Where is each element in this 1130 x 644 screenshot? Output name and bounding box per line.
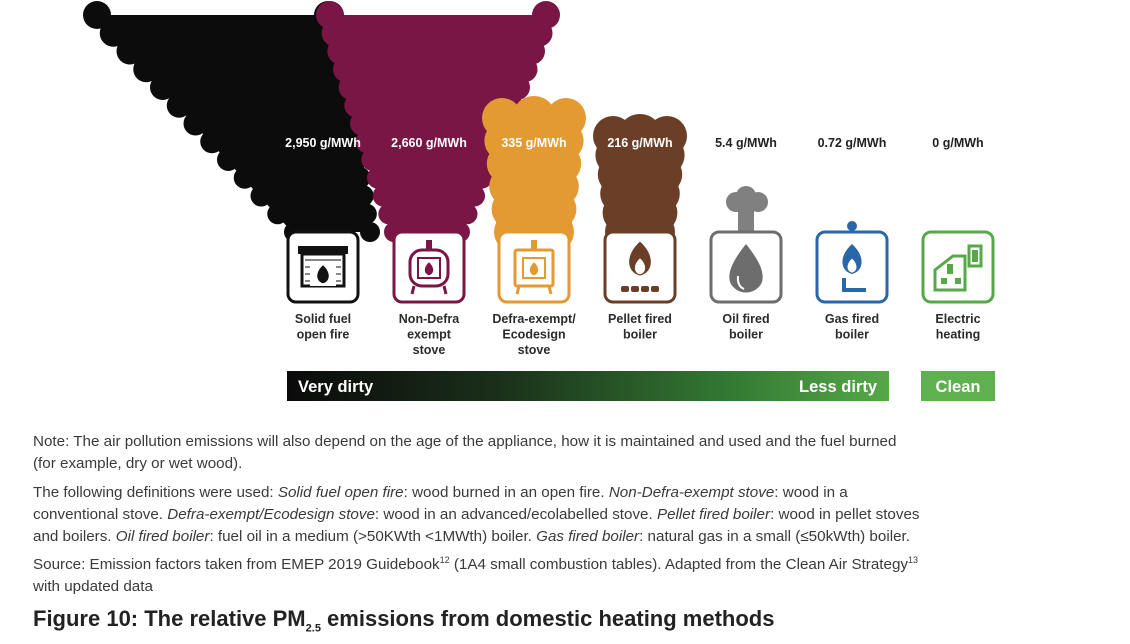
category-label: boiler <box>835 328 869 342</box>
source-text: Source: Emission factors taken from EMEP… <box>33 554 1033 598</box>
smoke-plume <box>726 186 768 232</box>
dirtiness-scale: Very dirty Less dirty Clean <box>287 371 995 401</box>
definition-term: Oil fired boiler <box>115 528 210 545</box>
definition-term: Gas fired boiler <box>536 528 640 545</box>
value-label: 0.72 g/MWh <box>818 136 887 150</box>
emissions-chart: 2,950 g/MWh 2,660 g/MWh 335 g/MWh 216 g/MWh… <box>83 1 995 401</box>
value-label: 5.4 g/MWh <box>715 136 777 150</box>
smoke-plume <box>482 96 586 254</box>
value-label: 216 g/MWh <box>607 136 672 150</box>
definition-desc: : wood in an advanced/ecolabelled stove. <box>374 506 657 523</box>
note-line-2: (for example, dry or wet wood). <box>33 455 243 472</box>
clean-scale-bar <box>921 371 995 401</box>
definition-desc: : wood in a <box>774 484 848 501</box>
gas-flame-icon <box>815 221 889 304</box>
category-label: Defra-exempt/ <box>492 312 576 326</box>
definition-desc: : wood in pellet stoves <box>770 506 920 523</box>
figure-title: Figure 10: The relative PM2.5 emissions … <box>33 606 775 635</box>
open-fire-icon <box>286 230 360 304</box>
definition-term: Pellet fired boiler <box>656 506 771 523</box>
dirty-scale-bar <box>287 371 889 401</box>
less-dirty-label: Less dirty <box>799 378 878 396</box>
category-label: Non-Defra <box>399 312 460 326</box>
value-label: 2,660 g/MWh <box>391 136 467 150</box>
value-labels: 2,950 g/MWh 2,660 g/MWh 335 g/MWh 216 g/MWh… <box>285 136 984 150</box>
category-label: Pellet fired <box>608 312 672 326</box>
definition-term: Defra-exempt/Ecodesign stove <box>167 506 375 523</box>
figure-title-prefix: Figure 10: The relative PM <box>33 606 306 631</box>
source-part-b: (1A4 small combustion tables). Adapted f… <box>449 556 909 573</box>
definitions-intro: The following definitions were used: <box>33 484 278 501</box>
category-label: Gas fired <box>825 312 879 326</box>
definition-term: Non-Defra-exempt stove <box>608 484 775 501</box>
electric-socket-icon <box>921 230 995 304</box>
figure-title-suffix: emissions from domestic heating methods <box>320 606 775 631</box>
definition-desc: : fuel oil in a medium (>50KWth <1MWth) … <box>209 528 537 545</box>
stove-icon <box>392 230 466 304</box>
clean-label: Clean <box>936 378 981 396</box>
appliance-icons <box>286 221 995 304</box>
figure-title-subscript: 2.5 <box>305 622 321 635</box>
very-dirty-label: Very dirty <box>298 378 374 396</box>
pellet-flame-icon <box>603 230 677 304</box>
category-label: boiler <box>623 328 657 342</box>
chart-area: 2,950 g/MWh 2,660 g/MWh 335 g/MWh 216 g/MWh… <box>83 1 995 401</box>
category-label: Solid fuel <box>295 312 351 326</box>
source-part-a: Source: Emission factors taken from EMEP… <box>33 556 440 573</box>
footnote-ref-12: 12 <box>439 554 450 565</box>
note-line-1: Note: The air pollution emissions will a… <box>33 433 897 450</box>
definitions-text: The following definitions were used: Sol… <box>33 482 1033 548</box>
source-part-c: with updated data <box>33 578 153 595</box>
footnote-ref-13: 13 <box>908 554 919 565</box>
category-label: heating <box>936 328 980 342</box>
category-label: open fire <box>297 328 350 342</box>
category-label: Ecodesign <box>502 328 565 342</box>
value-label: 2,950 g/MWh <box>285 136 361 150</box>
category-label: boiler <box>729 328 763 342</box>
category-label: Electric <box>935 312 980 326</box>
oil-drop-icon <box>709 230 783 304</box>
category-label: stove <box>413 343 446 357</box>
category-label: Oil fired <box>722 312 769 326</box>
note-text: Note: The air pollution emissions will a… <box>33 431 1033 475</box>
smoke-plumes <box>83 1 768 254</box>
category-label: exempt <box>407 328 452 342</box>
definition-desc: : natural gas in a small (≤50kWth) boile… <box>639 528 910 545</box>
definition-term: Solid fuel open fire <box>277 484 404 501</box>
value-label: 0 g/MWh <box>932 136 983 150</box>
ecodesign-stove-icon <box>497 230 571 304</box>
value-label: 335 g/MWh <box>501 136 566 150</box>
definition-pre: conventional stove. <box>33 506 168 523</box>
category-label: stove <box>518 343 551 357</box>
definition-desc: : wood burned in an open fire. <box>403 484 609 501</box>
definition-pre: and boilers. <box>33 528 116 545</box>
